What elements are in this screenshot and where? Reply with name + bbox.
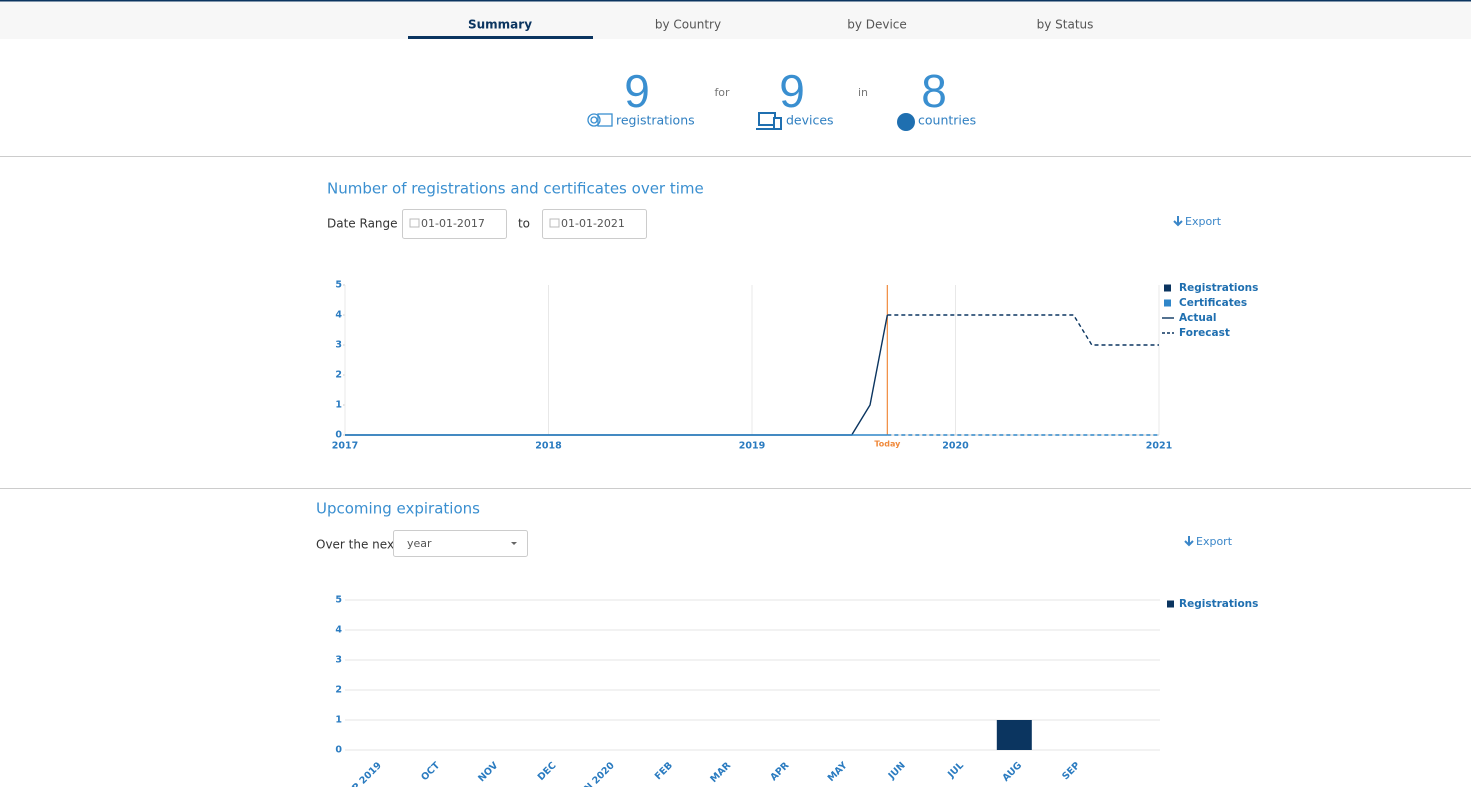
actual-line	[345, 314, 889, 436]
legend-label: Forecast	[1179, 327, 1230, 339]
stat-label: registrations	[616, 113, 695, 128]
legend-label: Registrations	[1179, 282, 1258, 294]
y-tick-label: 0	[335, 430, 342, 441]
x-tick-label: MAY	[826, 760, 850, 784]
x-tick-label: FEB	[653, 760, 675, 782]
legend-swatch	[1164, 299, 1171, 307]
export-button[interactable]: Export	[1196, 535, 1233, 548]
y-tick-label: 4	[335, 625, 342, 636]
tab[interactable]: by Country	[655, 18, 721, 32]
calendar-icon	[409, 218, 420, 228]
x-tick-label: APR	[768, 760, 792, 784]
tab[interactable]: by Status	[1037, 18, 1094, 32]
section-title: Number of registrations and certificates…	[327, 180, 704, 198]
x-tick-label: 2019	[739, 441, 765, 452]
stat-value: 8	[921, 65, 947, 117]
date-value: 01-01-2021	[561, 217, 625, 230]
date-value: 01-01-2017	[421, 217, 485, 230]
export-icon	[1173, 216, 1183, 227]
control-label: Date Range	[327, 217, 398, 231]
legend-swatch	[1164, 284, 1171, 292]
forecast-line	[887, 314, 1159, 346]
select-value: year	[407, 537, 432, 550]
y-tick-label: 3	[335, 340, 342, 351]
bar-chart: 0 1 2 3 4 5 SEP 2019 OCT NOV DEC JAN 2020 FEB MAR APR…	[335, 595, 1258, 791]
x-tick-label: JUL	[945, 760, 966, 781]
y-tick-label: 2	[335, 370, 342, 381]
date-input[interactable]	[542, 209, 647, 239]
x-tick-label: 2020	[942, 441, 969, 452]
tab-bar	[0, 1, 1471, 39]
legend-label: Registrations	[1179, 598, 1258, 610]
y-tick-label: 2	[335, 685, 342, 696]
legend-label: Certificates	[1179, 297, 1247, 309]
y-tick-label: 5	[335, 280, 342, 291]
x-tick-label: 2021	[1146, 441, 1172, 452]
x-tick-label: NOV	[476, 760, 501, 785]
y-tick-label: 1	[335, 715, 342, 726]
x-tick-label: SEP 2019	[341, 760, 384, 787]
x-tick-label: SEP	[1060, 760, 1082, 782]
x-tick-label: AUG	[1000, 760, 1024, 784]
connector: in	[858, 86, 868, 99]
top-border	[0, 0, 1471, 2]
export-icon	[1184, 536, 1194, 547]
certificate-icon	[587, 113, 613, 127]
today-label: Today	[874, 440, 901, 449]
x-tick-label: 2017	[332, 441, 358, 452]
y-tick-label: 0	[335, 745, 342, 756]
tab[interactable]: Summary	[468, 18, 532, 32]
dropdown-arrow	[511, 542, 517, 545]
period-select[interactable]	[393, 530, 528, 557]
calendar-icon	[549, 218, 560, 228]
control-label: to	[518, 217, 530, 231]
x-tick-label: 2018	[535, 441, 562, 452]
legend-swatch	[1167, 600, 1174, 608]
y-tick-label: 1	[335, 400, 342, 411]
x-tick-label: JUN	[886, 760, 908, 782]
stat-label: devices	[786, 113, 834, 128]
stat-label: countries	[918, 113, 976, 128]
x-tick-label: MAR	[708, 760, 733, 785]
x-tick-label: OCT	[419, 760, 442, 783]
date-input[interactable]	[402, 209, 507, 239]
stat-value: 9	[624, 65, 650, 117]
x-tick-label: DEC	[536, 760, 559, 783]
devices-icon	[756, 112, 782, 130]
export-button[interactable]: Export	[1185, 215, 1222, 228]
stat-value: 9	[779, 65, 805, 117]
y-tick-label: 4	[335, 310, 342, 321]
y-tick-label: 5	[335, 595, 342, 606]
bar	[996, 720, 1032, 750]
active-tab-underline	[408, 36, 593, 39]
y-tick-label: 3	[335, 655, 342, 666]
legend-label: Actual	[1179, 312, 1217, 324]
section-title: Upcoming expirations	[316, 500, 480, 518]
globe-icon	[897, 113, 915, 131]
connector: for	[714, 86, 730, 99]
line-chart: 0 1 2 3 4 5 2017 2018 2019 2020 2021 Today Registrat…	[332, 280, 1259, 452]
control-label: Over the next	[316, 538, 399, 552]
tab[interactable]: by Device	[847, 18, 907, 32]
x-tick-label: JAN 2020	[574, 760, 617, 787]
